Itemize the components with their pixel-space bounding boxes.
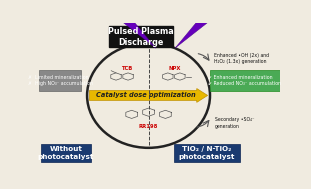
Text: NPX: NPX [169,66,181,71]
Text: Catalyst dose optimization: Catalyst dose optimization [96,92,196,98]
Polygon shape [120,0,156,48]
FancyBboxPatch shape [174,144,240,162]
FancyBboxPatch shape [210,70,280,91]
FancyBboxPatch shape [109,26,173,47]
FancyArrow shape [90,88,208,102]
Text: TiO₂ / N-TiO₂
photocatalyst: TiO₂ / N-TiO₂ photocatalyst [179,146,235,160]
Polygon shape [175,0,211,48]
Text: RR198: RR198 [139,124,158,129]
FancyBboxPatch shape [39,70,81,91]
Text: ✔ Enhanced mineralization
✔ Reduced NO₃⁻ accumulation: ✔ Enhanced mineralization ✔ Reduced NO₃⁻… [208,75,281,86]
Text: TCB: TCB [121,66,132,71]
FancyBboxPatch shape [41,144,91,162]
Text: Enhanced •OH (2x) and
H₂O₂ (1.3x) generation: Enhanced •OH (2x) and H₂O₂ (1.3x) genera… [214,53,269,64]
Text: ✗  Limited mineralization
✗  High NO₃⁻ accumulation: ✗ Limited mineralization ✗ High NO₃⁻ acc… [28,75,93,86]
Text: Secondary •SO₄⁻
generation: Secondary •SO₄⁻ generation [215,118,254,129]
Text: Without
photocatalyst: Without photocatalyst [38,146,94,160]
Text: Pulsed Plasma
Discharge: Pulsed Plasma Discharge [108,27,174,47]
